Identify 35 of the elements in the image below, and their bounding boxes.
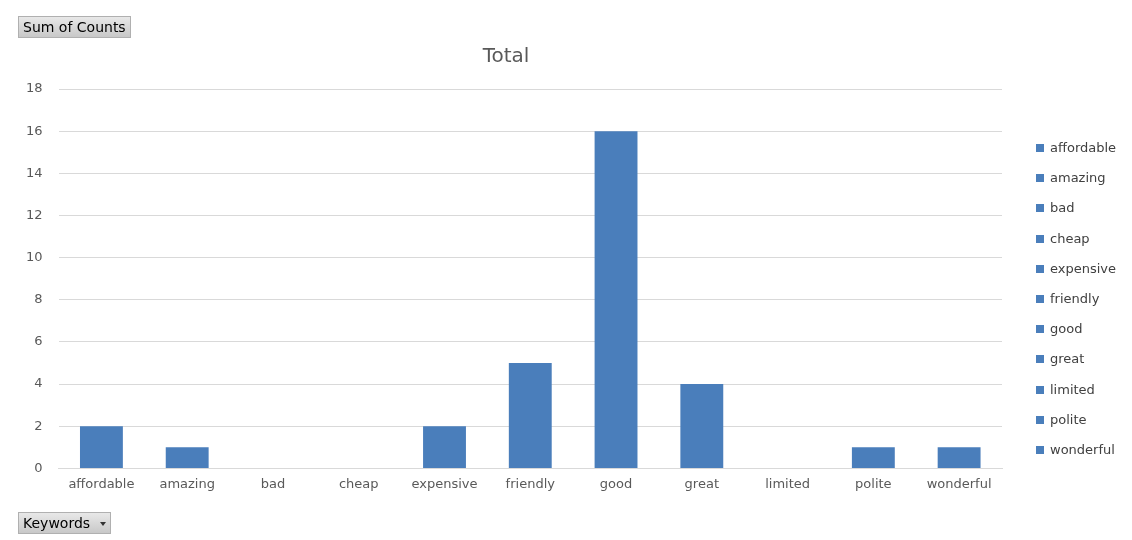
category-label: cheap xyxy=(1050,230,1090,246)
category-label: wonderful xyxy=(1050,441,1115,457)
y-tick-label: 10 xyxy=(26,249,43,264)
x-tick-label: wonderful xyxy=(926,475,992,491)
y-tick-label: 8 xyxy=(34,291,43,307)
y-tick-label: 2 xyxy=(34,417,43,433)
category-label: good xyxy=(1050,321,1083,337)
x-tick-label: amazing xyxy=(159,475,215,491)
text: Keywords xyxy=(23,515,91,531)
y-tick-label: 16 xyxy=(26,122,43,138)
y-tick-label: 6 xyxy=(34,333,43,349)
y-tick-label: 12 xyxy=(26,206,43,222)
category-label: affordable xyxy=(1050,140,1117,155)
x-tick-label: limited xyxy=(765,475,811,491)
y-tick-label: 18 xyxy=(26,80,43,96)
x-tick-label: expensive xyxy=(411,475,478,491)
x-tick-label: bad xyxy=(260,475,286,491)
text: Sum of Counts xyxy=(23,19,126,35)
category-label: bad xyxy=(1050,200,1075,216)
category-label: amazing xyxy=(1050,170,1106,186)
y-tick-label: 14 xyxy=(26,164,43,180)
x-tick-label: affordable xyxy=(68,475,135,491)
category-label: limited xyxy=(1050,381,1095,397)
x-tick-label: friendly xyxy=(505,475,556,491)
chart-title: Total xyxy=(481,43,530,68)
x-tick-label: polite xyxy=(855,475,892,491)
y-tick-label: 4 xyxy=(34,375,43,391)
category-label: expensive xyxy=(1050,260,1117,276)
category-label: friendly xyxy=(1050,290,1100,306)
category-label: great xyxy=(1050,351,1085,367)
category-label: polite xyxy=(1050,411,1087,427)
x-tick-label: great xyxy=(684,475,719,491)
x-tick-label: cheap xyxy=(338,475,379,491)
x-tick-label: good xyxy=(599,475,633,491)
y-tick-label: 0 xyxy=(34,459,43,475)
